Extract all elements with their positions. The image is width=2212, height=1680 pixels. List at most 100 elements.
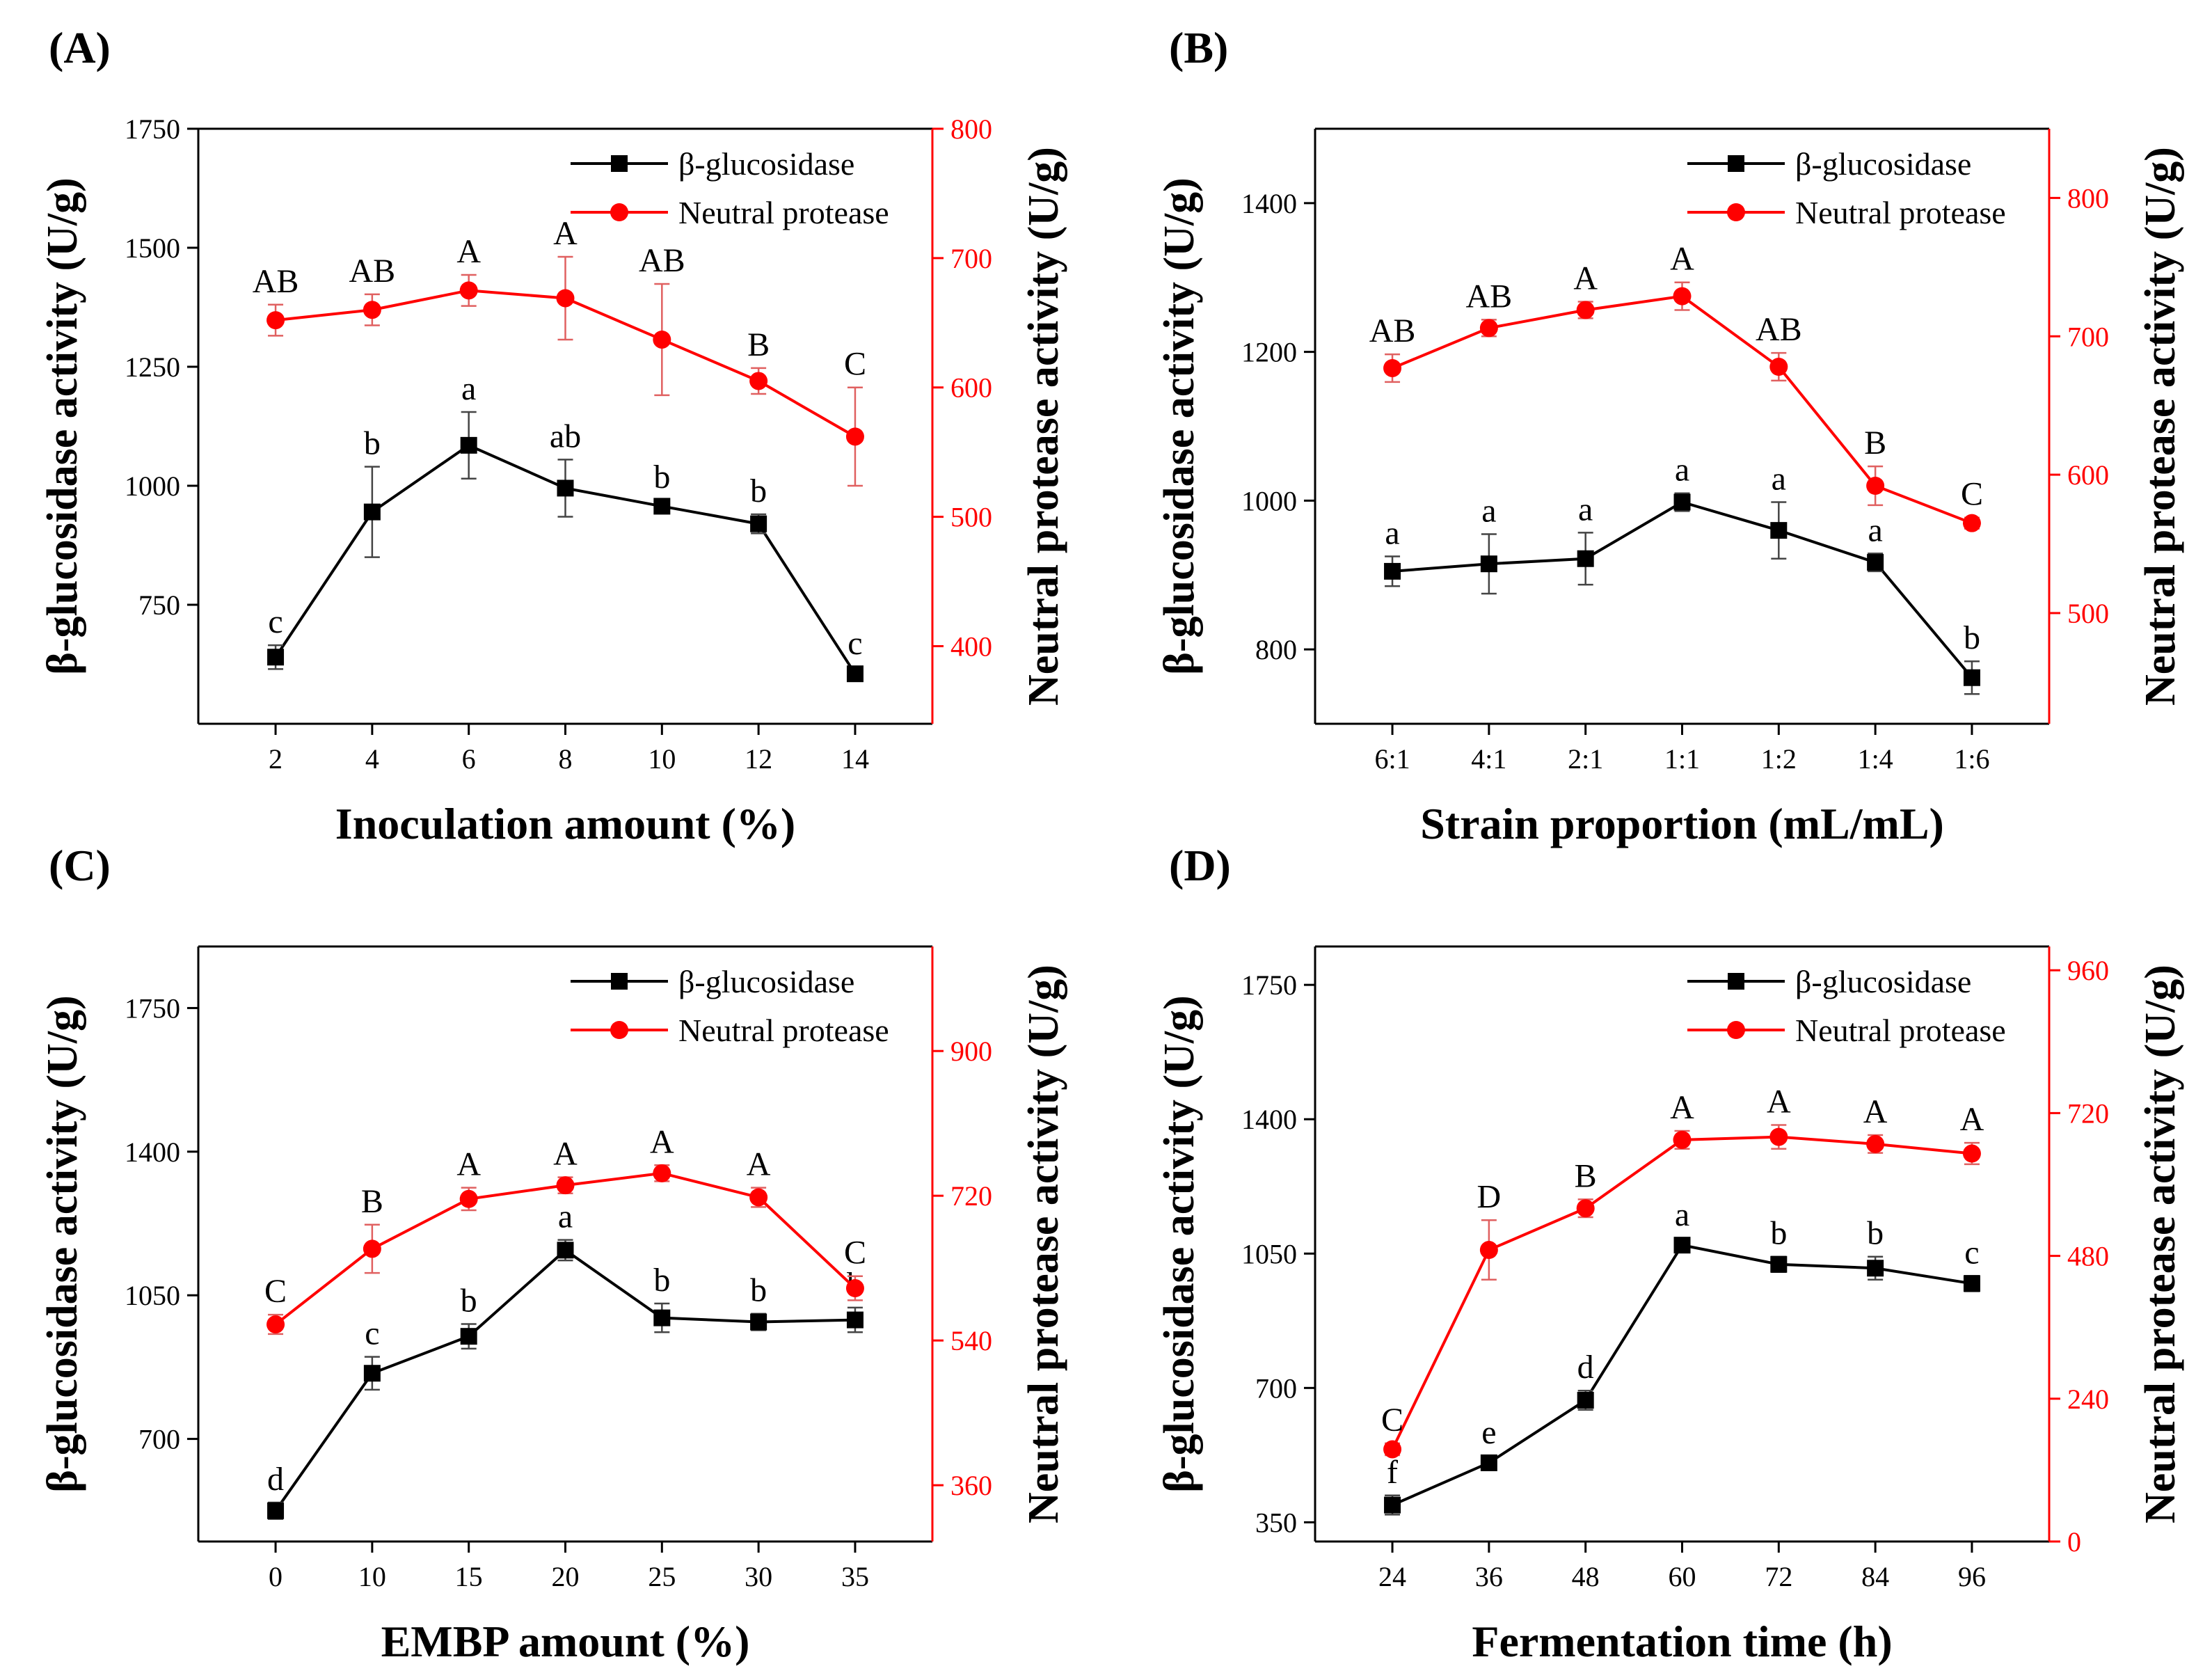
left-tick-label: 1000 xyxy=(1241,485,1297,516)
significance-label: A xyxy=(650,1123,674,1160)
data-point xyxy=(1576,301,1595,319)
right-tick-label: 500 xyxy=(950,502,992,533)
y-axis-label-left: β-glucosidase activity (U/g) xyxy=(1156,995,1203,1493)
x-tick-label: 10 xyxy=(648,743,676,775)
right-tick-label: 0 xyxy=(2067,1526,2081,1558)
x-tick-label: 84 xyxy=(1861,1561,1889,1592)
panel-label: (B) xyxy=(1169,23,1228,72)
right-tick-label: 600 xyxy=(950,372,992,404)
data-point xyxy=(1577,550,1594,567)
significance-label: a xyxy=(558,1198,573,1235)
legend-item: β-glucosidase xyxy=(571,964,854,999)
data-point xyxy=(845,1279,864,1298)
data-point xyxy=(653,498,671,515)
data-point xyxy=(266,311,285,330)
data-point xyxy=(1769,1127,1788,1146)
x-tick-label: 96 xyxy=(1958,1561,1986,1592)
y-axis-label-right: Neutral protease activity (U/g) xyxy=(2137,147,2184,706)
data-point xyxy=(363,503,381,521)
right-tick-label: 480 xyxy=(2067,1241,2109,1272)
data-point xyxy=(266,1315,285,1334)
legend-label: β-glucosidase xyxy=(678,964,854,999)
significance-label: b xyxy=(653,1262,670,1299)
data-point xyxy=(749,1188,768,1207)
right-tick-label: 500 xyxy=(2067,598,2109,629)
left-tick-label: 1750 xyxy=(125,113,180,145)
data-point xyxy=(363,301,381,319)
panel-label: (C) xyxy=(49,841,111,890)
right-tick-label: 400 xyxy=(950,631,992,662)
data-point xyxy=(1384,562,1401,580)
significance-label: C xyxy=(844,346,866,383)
significance-label: A xyxy=(1573,260,1598,297)
data-point xyxy=(846,1311,864,1329)
right-tick-label: 800 xyxy=(2067,182,2109,214)
panel-c: (C) 700 1050 1400 1750 360 540 720 900 0 10 15 20 25 3… xyxy=(39,841,1067,1666)
data-point xyxy=(1479,319,1498,338)
significance-label: A xyxy=(1670,1089,1694,1126)
significance-label: a xyxy=(1868,512,1882,548)
right-tick-label: 720 xyxy=(2067,1097,2109,1129)
series-glucosidase: a a a a a a b xyxy=(1384,452,1980,695)
significance-label: e xyxy=(1481,1414,1496,1451)
x-tick-label: 6 xyxy=(462,743,476,775)
left-tick-label: 1050 xyxy=(1241,1238,1297,1269)
significance-label: C xyxy=(1381,1402,1403,1439)
x-tick-label: 1:1 xyxy=(1664,743,1700,775)
significance-label: b xyxy=(1964,619,1980,656)
legend-label: β-glucosidase xyxy=(1795,146,1971,182)
significance-label: b xyxy=(653,459,670,496)
data-point xyxy=(1384,1496,1401,1514)
data-point xyxy=(653,1309,671,1326)
data-point xyxy=(750,1313,767,1331)
x-tick-label: 72 xyxy=(1765,1561,1792,1592)
series-protease: C D B A A A A xyxy=(1381,1084,1984,1459)
right-tick-label: 720 xyxy=(950,1180,992,1212)
legend-item: Neutral protease xyxy=(1687,1013,2006,1048)
significance-label: d xyxy=(267,1461,284,1498)
series-line xyxy=(1392,294,1973,525)
right-tick-label: 240 xyxy=(2067,1384,2109,1415)
right-tick-label: 800 xyxy=(950,113,992,145)
data-point xyxy=(460,1328,477,1345)
data-point xyxy=(1962,514,1981,532)
x-axis-label: Strain proportion (mL/mL) xyxy=(1420,799,1944,848)
significance-label: d xyxy=(1577,1349,1594,1386)
x-tick-label: 1:2 xyxy=(1761,743,1797,775)
data-point xyxy=(1770,522,1788,539)
significance-label: a xyxy=(1772,461,1786,498)
x-tick-label: 15 xyxy=(455,1561,483,1592)
significance-label: f xyxy=(1387,1454,1398,1491)
x-tick-label: 25 xyxy=(648,1561,676,1592)
legend-label: Neutral protease xyxy=(1795,195,2006,230)
series-line xyxy=(274,1248,855,1512)
legend-item: Neutral protease xyxy=(1687,195,2006,230)
significance-label: c xyxy=(268,603,283,640)
data-point xyxy=(1673,1130,1692,1149)
left-tick-label: 750 xyxy=(138,589,180,621)
data-point xyxy=(653,1164,671,1182)
y-axis-label-left: β-glucosidase activity (U/g) xyxy=(39,995,86,1493)
left-tick-label: 1050 xyxy=(125,1280,180,1311)
left-tick-label: 1400 xyxy=(125,1136,180,1168)
data-point xyxy=(363,1365,381,1382)
series-protease: AB AB A A AB B C xyxy=(253,215,866,487)
data-point xyxy=(1480,555,1497,573)
x-tick-label: 2:1 xyxy=(1568,743,1603,775)
data-point xyxy=(363,1239,381,1258)
x-tick-label: 1:4 xyxy=(1858,743,1893,775)
series-line xyxy=(1392,1243,1973,1507)
data-point xyxy=(556,1176,575,1195)
x-tick-label: 10 xyxy=(358,1561,386,1592)
x-tick-label: 1:6 xyxy=(1954,743,1989,775)
data-point xyxy=(460,436,477,454)
left-tick-label: 1000 xyxy=(125,470,180,502)
data-point xyxy=(1480,1454,1497,1471)
data-point xyxy=(1577,1392,1594,1409)
data-point xyxy=(1383,358,1402,377)
legend-marker xyxy=(611,155,628,172)
series-protease: C B A A A A C xyxy=(264,1123,866,1336)
data-point xyxy=(1866,1134,1885,1153)
significance-label: a xyxy=(1675,1196,1689,1233)
x-tick-label: 24 xyxy=(1378,1561,1406,1592)
